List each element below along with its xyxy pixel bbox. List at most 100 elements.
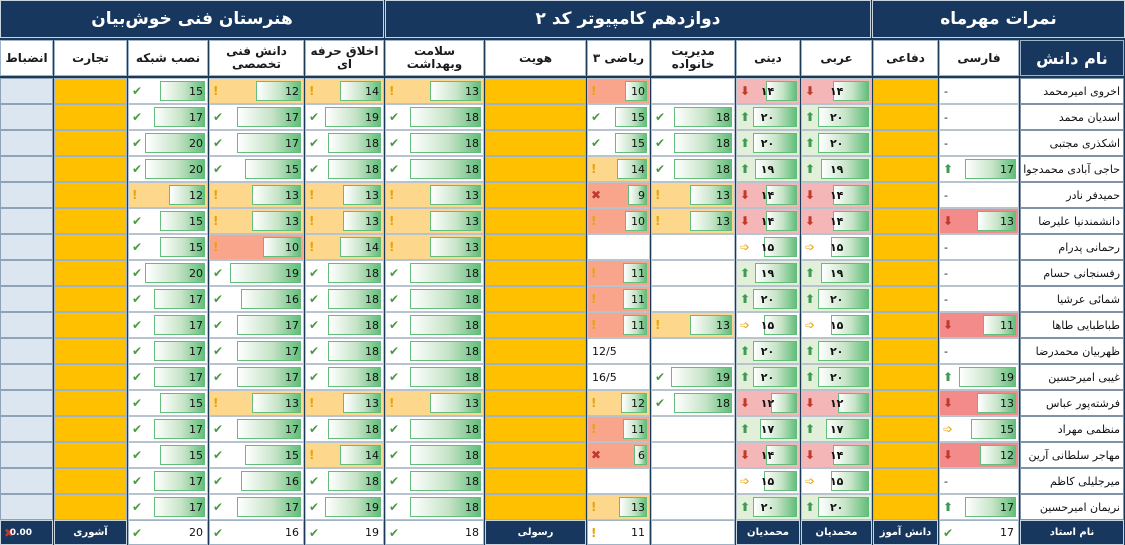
grade-cell-nasb[interactable]: ✔ 15 [128,208,208,234]
grade-cell-salamat[interactable]: ✔ 18 [385,416,484,442]
grade-cell-salamat[interactable]: ! 13 [385,390,484,416]
grade-cell-danesh[interactable]: ✔ 17 [209,364,304,390]
grade-cell-enzebat[interactable] [0,234,53,260]
column-header-arabi[interactable]: عربی [801,40,872,76]
grade-cell-hoviat[interactable] [485,364,586,390]
grade-cell-hoviat[interactable] [485,338,586,364]
grade-cell-modiriat[interactable] [651,442,735,468]
grade-cell-farsi[interactable]: ⬆ 17 [939,494,1019,520]
grade-cell-enzebat[interactable] [0,416,53,442]
grade-cell-enzebat[interactable] [0,364,53,390]
grade-cell-nasb[interactable]: ✔ 17 [128,312,208,338]
grade-cell-akhlagh[interactable]: ! 14 [305,234,384,260]
grade-cell-arabi[interactable]: ⬆ ۲۰ [801,494,872,520]
grade-cell-defai[interactable] [873,156,938,182]
grade-cell-riazi[interactable]: ! 10 [587,208,650,234]
grade-cell-tejarat[interactable] [54,390,127,416]
grade-cell-dini[interactable]: ⬆ ۱۹ [736,260,800,286]
student-name[interactable]: رحمانی پدرام [1020,234,1124,260]
grade-cell-dini[interactable]: ⬆ ۲۰ [736,364,800,390]
grade-cell-danesh[interactable]: ! 12 [209,78,304,104]
grade-cell-enzebat[interactable] [0,312,53,338]
grade-cell-hoviat[interactable] [485,208,586,234]
student-name[interactable]: مهاجر سلطانی آرین [1020,442,1124,468]
grade-cell-hoviat[interactable] [485,442,586,468]
grade-cell-salamat[interactable]: ! 13 [385,78,484,104]
grade-cell-dini[interactable]: ⬇ ۱۲ [736,390,800,416]
grade-cell-tejarat[interactable] [54,286,127,312]
grade-cell-defai[interactable] [873,182,938,208]
grade-cell-hoviat[interactable] [485,312,586,338]
grade-cell-modiriat[interactable] [651,494,735,520]
grade-cell-enzebat[interactable] [0,390,53,416]
grade-cell-farsi[interactable]: - [939,338,1019,364]
grade-cell-danesh[interactable]: ✔ 17 [209,312,304,338]
column-header-enzebat[interactable]: انضباط [0,40,53,76]
grade-cell-riazi[interactable] [587,468,650,494]
grade-cell-tejarat[interactable] [54,78,127,104]
grade-cell-tejarat[interactable] [54,104,127,130]
student-name[interactable]: ظهربیان محمدرضا [1020,338,1124,364]
grade-cell-farsi[interactable]: ⬇ 13 [939,208,1019,234]
student-name[interactable]: غیبی امیرحسین [1020,364,1124,390]
grade-cell-modiriat[interactable]: ! 13 [651,208,735,234]
grade-cell-akhlagh[interactable]: ✔ 18 [305,156,384,182]
grade-cell-nasb[interactable]: ✔ 17 [128,338,208,364]
grade-cell-salamat[interactable]: ✔ 18 [385,104,484,130]
grade-cell-modiriat[interactable]: ! 13 [651,312,735,338]
grade-cell-akhlagh[interactable]: ✔ 18 [305,312,384,338]
grade-cell-salamat[interactable]: ✔ 18 [385,468,484,494]
grade-cell-danesh[interactable]: ✔ 19 [209,260,304,286]
grade-cell-arabi[interactable]: ⬇ ۱۴ [801,442,872,468]
grade-cell-salamat[interactable]: ✔ 18 [385,286,484,312]
grade-cell-hoviat[interactable] [485,104,586,130]
grade-cell-nasb[interactable]: ✔ 17 [128,468,208,494]
grade-cell-defai[interactable] [873,208,938,234]
grade-cell-akhlagh[interactable]: ✔ 19 [305,494,384,520]
grade-cell-enzebat[interactable] [0,260,53,286]
grade-cell-hoviat[interactable] [485,390,586,416]
grade-cell-enzebat[interactable] [0,494,53,520]
column-header-defai[interactable]: دفاعی [873,40,938,76]
grade-cell-farsi[interactable]: - [939,234,1019,260]
grade-cell-akhlagh[interactable]: ! 13 [305,208,384,234]
grade-cell-dini[interactable]: ⬇ ۱۴ [736,208,800,234]
grade-cell-nasb[interactable]: ✔ 20 [128,130,208,156]
column-header-modiriat[interactable]: مدیریت خانواده [651,40,735,76]
grade-cell-riazi[interactable]: ! 11 [587,312,650,338]
grade-cell-danesh[interactable]: ✔ 17 [209,416,304,442]
grade-cell-modiriat[interactable] [651,416,735,442]
student-name[interactable]: رفسنجانی حسام [1020,260,1124,286]
grade-cell-defai[interactable] [873,468,938,494]
grade-cell-modiriat[interactable]: ✔ 19 [651,364,735,390]
grade-cell-enzebat[interactable] [0,286,53,312]
grade-cell-salamat[interactable]: ✔ 18 [385,312,484,338]
grade-cell-akhlagh[interactable]: ! 14 [305,442,384,468]
grade-cell-enzebat[interactable] [0,156,53,182]
grade-cell-defai[interactable] [873,130,938,156]
column-header-dini[interactable]: دینی [736,40,800,76]
grade-cell-farsi[interactable]: ⬆ 19 [939,364,1019,390]
grade-cell-dini[interactable]: ⬆ ۲۰ [736,104,800,130]
grade-cell-enzebat[interactable] [0,468,53,494]
grade-cell-riazi[interactable]: ! 12 [587,390,650,416]
grade-cell-farsi[interactable]: - [939,286,1019,312]
grade-cell-danesh[interactable]: ✔ 17 [209,130,304,156]
grade-cell-salamat[interactable]: ✔ 18 [385,494,484,520]
grade-cell-modiriat[interactable]: ! 13 [651,182,735,208]
grade-cell-enzebat[interactable] [0,130,53,156]
student-name[interactable]: شمائی عرشیا [1020,286,1124,312]
grade-cell-nasb[interactable]: ✔ 15 [128,78,208,104]
grade-cell-tejarat[interactable] [54,234,127,260]
column-header-farsi[interactable]: فارسی [939,40,1019,76]
student-name[interactable]: نریمان امیرحسین [1020,494,1124,520]
grade-cell-akhlagh[interactable]: ✔ 18 [305,260,384,286]
student-name[interactable]: میرجلیلی کاظم [1020,468,1124,494]
column-header-danesh[interactable]: دانش فنی تخصصی [209,40,304,76]
grade-cell-hoviat[interactable] [485,130,586,156]
grade-cell-defai[interactable] [873,312,938,338]
grade-cell-riazi[interactable]: ! 13 [587,494,650,520]
grade-cell-arabi[interactable]: ⬆ ۱۹ [801,156,872,182]
grade-cell-hoviat[interactable] [485,494,586,520]
grade-cell-farsi[interactable]: ➩ 15 [939,416,1019,442]
